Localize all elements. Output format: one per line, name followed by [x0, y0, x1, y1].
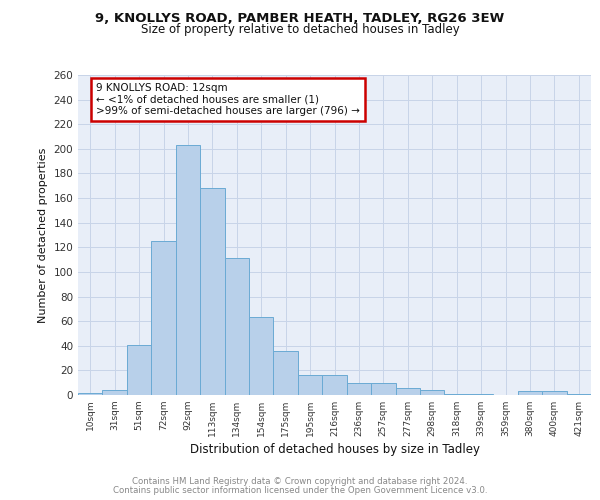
Bar [542, 392, 566, 395]
Bar [224, 258, 249, 395]
Text: 9, KNOLLYS ROAD, PAMBER HEATH, TADLEY, RG26 3EW: 9, KNOLLYS ROAD, PAMBER HEATH, TADLEY, R… [95, 12, 505, 26]
Bar [395, 388, 420, 395]
Bar [176, 145, 200, 395]
Bar [274, 350, 298, 395]
Bar [566, 394, 591, 395]
Bar [200, 188, 224, 395]
Bar [371, 382, 395, 395]
Text: Contains public sector information licensed under the Open Government Licence v3: Contains public sector information licen… [113, 486, 487, 495]
Text: Size of property relative to detached houses in Tadley: Size of property relative to detached ho… [140, 22, 460, 36]
Bar [78, 392, 103, 395]
Bar [420, 390, 445, 395]
Bar [322, 376, 347, 395]
Text: 9 KNOLLYS ROAD: 12sqm
← <1% of detached houses are smaller (1)
>99% of semi-deta: 9 KNOLLYS ROAD: 12sqm ← <1% of detached … [96, 83, 360, 116]
Bar [249, 318, 274, 395]
Bar [445, 394, 469, 395]
Text: Contains HM Land Registry data © Crown copyright and database right 2024.: Contains HM Land Registry data © Crown c… [132, 477, 468, 486]
Y-axis label: Number of detached properties: Number of detached properties [38, 148, 48, 322]
Bar [469, 394, 493, 395]
X-axis label: Distribution of detached houses by size in Tadley: Distribution of detached houses by size … [190, 443, 479, 456]
Bar [298, 376, 322, 395]
Bar [151, 241, 176, 395]
Bar [127, 344, 151, 395]
Bar [518, 392, 542, 395]
Bar [347, 382, 371, 395]
Bar [103, 390, 127, 395]
